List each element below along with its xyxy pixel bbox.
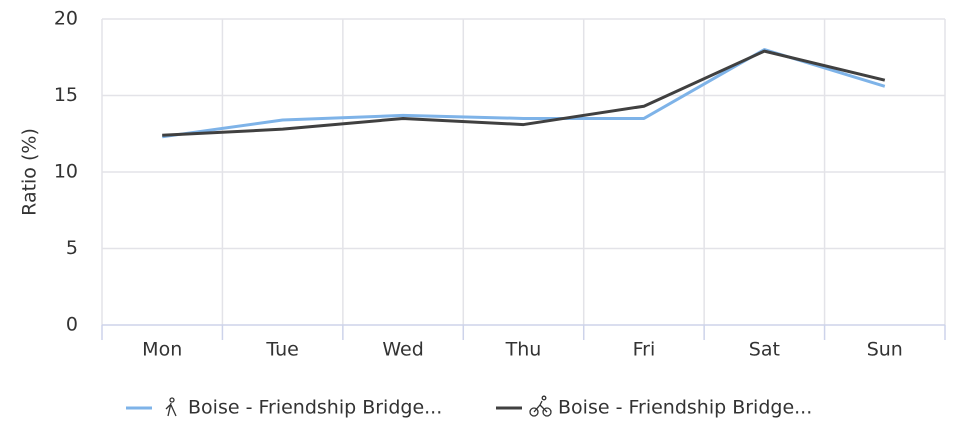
x-tick-label: Fri <box>633 339 656 361</box>
icon-part <box>529 407 539 417</box>
y-tick-label: 20 <box>54 8 78 30</box>
x-tick-label: Wed <box>382 339 423 361</box>
y-tick-label: 15 <box>54 84 78 106</box>
icon-part <box>533 400 548 413</box>
legend-icon <box>529 395 552 417</box>
icon-part <box>165 402 177 417</box>
x-tick-label: Sat <box>749 339 780 361</box>
icon-part <box>541 395 547 401</box>
icon-part <box>542 407 552 417</box>
x-tick-label: Tue <box>265 339 298 361</box>
icon-part <box>169 397 175 403</box>
legend-icon <box>165 397 177 417</box>
y-tick-label: 5 <box>66 237 78 259</box>
series-line <box>162 48 886 139</box>
y-axis-label: Ratio (%) <box>19 128 41 216</box>
x-tick-label: Sun <box>867 339 903 361</box>
legend-label: Boise - Friendship Bridge... <box>558 397 812 419</box>
y-tick-label: 10 <box>54 161 78 183</box>
x-tick-label: Mon <box>142 339 182 361</box>
legend-label: Boise - Friendship Bridge... <box>188 397 442 419</box>
y-tick-label: 0 <box>66 314 78 336</box>
x-tick-label: Thu <box>505 339 542 361</box>
series-line <box>162 49 886 137</box>
